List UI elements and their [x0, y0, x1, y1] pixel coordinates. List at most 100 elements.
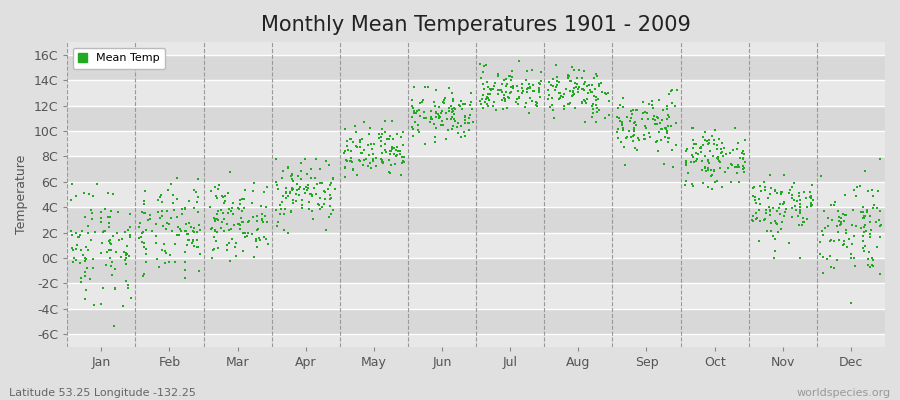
Point [473, 75, 488, 81]
Point [171, 232, 185, 238]
Point [584, 89, 598, 96]
Point [791, 212, 806, 219]
Point [304, 193, 319, 200]
Point [386, 136, 400, 142]
Point [451, 120, 465, 126]
Point [240, 230, 255, 236]
Point [485, 86, 500, 92]
Point [831, 229, 845, 236]
Point [346, 166, 360, 172]
Point [561, 74, 575, 81]
Point [590, 109, 604, 115]
Point [439, 110, 454, 116]
Point [138, 187, 152, 194]
Point [346, 139, 360, 146]
Point [160, 187, 175, 193]
Point [590, 102, 604, 108]
Point [434, 122, 448, 128]
Point [832, 217, 846, 224]
Point [234, 215, 248, 221]
Point [735, 156, 750, 162]
Point [523, 84, 537, 90]
Point [871, 188, 886, 194]
Point [378, 129, 392, 136]
Point [292, 173, 306, 179]
Point [792, 221, 806, 228]
Point [246, 188, 260, 194]
Point [446, 98, 460, 105]
Point [735, 166, 750, 172]
Point [736, 154, 751, 161]
Point [690, 155, 705, 162]
Point [346, 166, 360, 173]
Point [874, 222, 888, 228]
Point [594, 80, 608, 86]
Point [627, 118, 642, 125]
Point [872, 271, 886, 278]
Point [448, 106, 463, 112]
Point [702, 137, 716, 143]
Point [482, 84, 496, 90]
Point [792, 255, 806, 261]
Legend: Mean Temp: Mean Temp [73, 48, 166, 69]
Point [549, 62, 563, 68]
Point [208, 228, 222, 235]
Point [436, 97, 451, 103]
Point [685, 152, 699, 158]
Point [428, 99, 442, 106]
Point [284, 208, 298, 214]
Point [689, 141, 704, 148]
Point [293, 184, 308, 190]
Point [827, 202, 842, 208]
Point [814, 173, 828, 179]
Point [632, 137, 646, 144]
Point [799, 216, 814, 222]
Point [369, 163, 383, 170]
Point [162, 221, 176, 228]
Point [516, 88, 530, 94]
Point [179, 221, 194, 227]
Point [630, 107, 644, 113]
Point [300, 171, 314, 177]
Point [749, 199, 763, 206]
Point [766, 204, 780, 211]
Point [212, 182, 227, 188]
Point [236, 230, 250, 237]
Point [487, 99, 501, 105]
Point [662, 123, 676, 129]
Point [191, 176, 205, 182]
Point [64, 228, 78, 234]
Point [363, 125, 377, 131]
Point [104, 208, 119, 214]
Point [520, 68, 535, 74]
Point [650, 114, 664, 120]
Point [496, 105, 510, 112]
Point [298, 156, 312, 162]
Point [519, 88, 534, 95]
Point [792, 192, 806, 199]
Point [245, 231, 259, 237]
Point [550, 74, 564, 81]
Point [118, 229, 132, 236]
Point [324, 194, 338, 201]
Point [509, 95, 524, 102]
Point [123, 210, 138, 217]
Point [860, 256, 875, 262]
Point [108, 266, 122, 273]
Point [612, 114, 626, 121]
Point [847, 232, 861, 239]
Point [863, 234, 878, 240]
Point [737, 165, 751, 172]
Point [204, 225, 219, 231]
Point [209, 238, 223, 244]
Point [321, 214, 336, 220]
Bar [68, 106, 885, 131]
Point [579, 100, 593, 106]
Point [525, 98, 539, 105]
Point [372, 131, 386, 138]
Point [418, 83, 432, 90]
Point [704, 166, 718, 173]
Point [304, 193, 319, 200]
Point [162, 259, 176, 265]
Point [563, 78, 578, 84]
